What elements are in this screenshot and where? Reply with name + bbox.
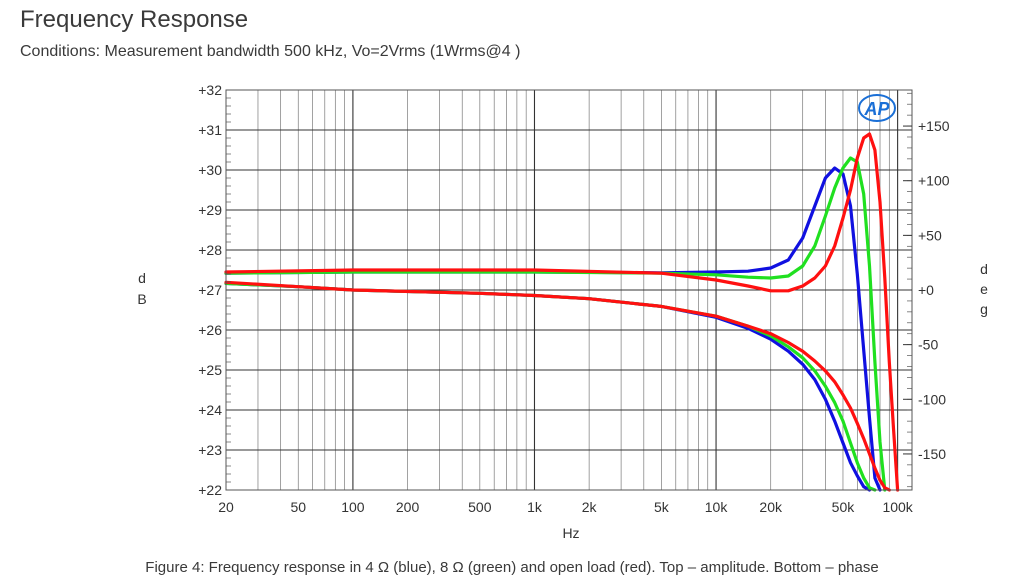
x-tick-label: 20k xyxy=(759,499,783,515)
series-line-0 xyxy=(224,166,882,492)
y-right-tick-label: +0 xyxy=(918,282,934,298)
series-line-4 xyxy=(224,281,877,492)
series-lines xyxy=(224,132,900,492)
x-axis-label: Hz xyxy=(562,525,579,541)
x-tick-label: 5k xyxy=(654,499,670,515)
y-left-tick-label: +24 xyxy=(198,402,222,418)
chart-title: Frequency Response xyxy=(20,6,249,33)
y-left-axis-label: B xyxy=(137,291,146,307)
y-left-tick-label: +29 xyxy=(198,202,222,218)
y-right-tick-label: +150 xyxy=(918,118,950,134)
x-tick-label: 50 xyxy=(290,499,306,515)
y-left-axis-label: d xyxy=(138,270,146,286)
x-tick-label: 50k xyxy=(832,499,856,515)
y-left-tick-label: +27 xyxy=(198,282,222,298)
figure-caption: Figure 4: Frequency response in 4 Ω (blu… xyxy=(145,559,879,576)
y-right-axis-label: e xyxy=(980,281,988,297)
y-right-tick-label: +100 xyxy=(918,173,950,189)
y-left-tick-label: +31 xyxy=(198,122,222,138)
x-tick-label: 10k xyxy=(705,499,729,515)
x-tick-label: 100k xyxy=(882,499,913,515)
series-line-2 xyxy=(224,132,900,492)
y-left-tick-label: +28 xyxy=(198,242,222,258)
y-left-tick-label: +22 xyxy=(198,482,222,498)
ticks: 20 50 100 200 500 1k 2k 5k 10k 20k 50k 100k +22 +23 +2… xyxy=(137,82,988,541)
x-tick-label: 1k xyxy=(527,499,543,515)
y-left-tick-label: +26 xyxy=(198,322,222,338)
x-tick-label: 2k xyxy=(582,499,598,515)
series-line-5 xyxy=(224,280,891,492)
y-right-tick-label: -100 xyxy=(918,391,946,407)
y-left-tick-label: +23 xyxy=(198,442,222,458)
x-tick-label: 200 xyxy=(396,499,420,515)
ap-logo-icon: AP xyxy=(858,94,896,122)
chart-subtitle: Conditions: Measurement bandwidth 500 kH… xyxy=(20,43,521,60)
y-right-tick-label: +50 xyxy=(918,227,942,243)
x-tick-label: 500 xyxy=(468,499,492,515)
y-left-tick-label: +32 xyxy=(198,82,222,98)
x-tick-label: 20 xyxy=(218,499,234,515)
x-tick-label: 100 xyxy=(341,499,365,515)
y-right-axis-label: g xyxy=(980,301,988,317)
y-left-tick-label: +25 xyxy=(198,362,222,378)
y-right-axis-label: d xyxy=(980,261,988,277)
y-left-tick-label: +30 xyxy=(198,162,222,178)
y-right-tick-label: -150 xyxy=(918,446,946,462)
y-right-tick-label: -50 xyxy=(918,337,938,353)
series-line-3 xyxy=(224,281,872,492)
ap-logo-text: AP xyxy=(863,99,890,119)
